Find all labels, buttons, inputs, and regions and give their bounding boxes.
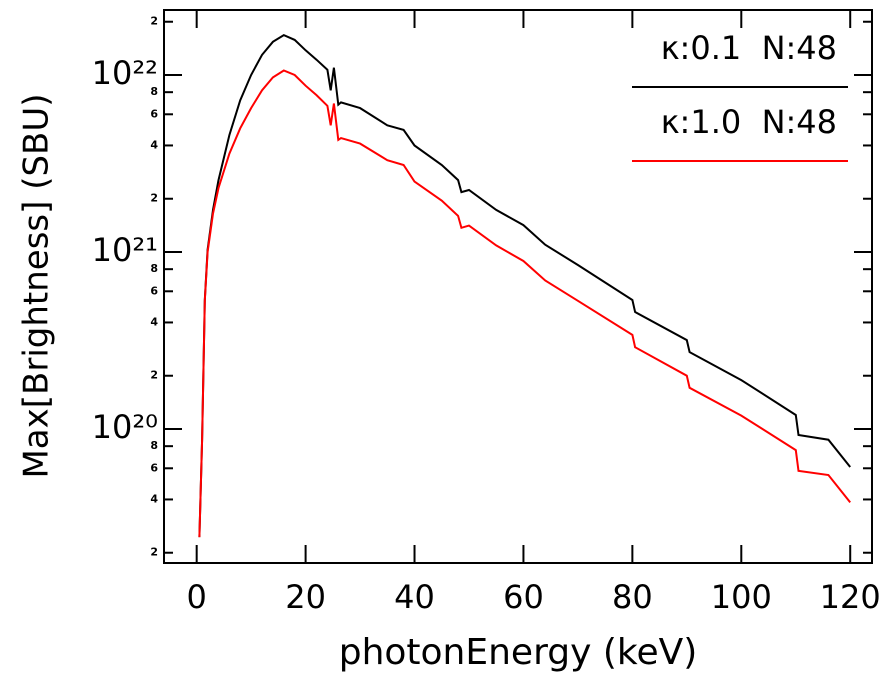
y-tick-label: 6 [150, 107, 158, 120]
x-tick-label: 40 [394, 578, 435, 616]
x-axis-label: photonEnergy (keV) [339, 632, 698, 673]
y-tick-label: 2 [150, 369, 158, 382]
y-tick-label: 10²¹ [92, 231, 158, 269]
y-tick-label: 6 [150, 284, 158, 297]
x-tick-label: 100 [711, 578, 772, 616]
series-line [198, 69, 851, 538]
y-tick-label: 10²⁰ [92, 408, 158, 446]
y-tick-label: 4 [150, 315, 158, 328]
x-tick-label: 20 [285, 578, 326, 616]
x-tick-label: 80 [612, 578, 653, 616]
y-tick-label: 8 [150, 439, 158, 452]
legend-label: κ:1.0 N:48 [661, 103, 837, 141]
x-tick-label: 120 [820, 578, 881, 616]
legend-label: κ:0.1 N:48 [661, 29, 837, 67]
y-axis-label: Max[Brightness] (SBU) [17, 93, 57, 478]
y-tick-label: 6 [150, 461, 158, 474]
y-tick-label: 4 [150, 138, 158, 151]
plot-frame [163, 9, 873, 564]
y-tick-label: 2 [150, 192, 158, 205]
series-line [198, 33, 851, 538]
y-tick-label: 2 [150, 546, 158, 559]
y-tick-label: 8 [150, 262, 158, 275]
x-tick-label: 60 [503, 578, 544, 616]
y-tick-label: 10²² [92, 54, 158, 92]
x-tick-label: 0 [186, 578, 206, 616]
y-tick-label: 4 [150, 492, 158, 505]
y-tick-label: 2 [150, 15, 158, 28]
y-tick-label: 8 [150, 85, 158, 98]
